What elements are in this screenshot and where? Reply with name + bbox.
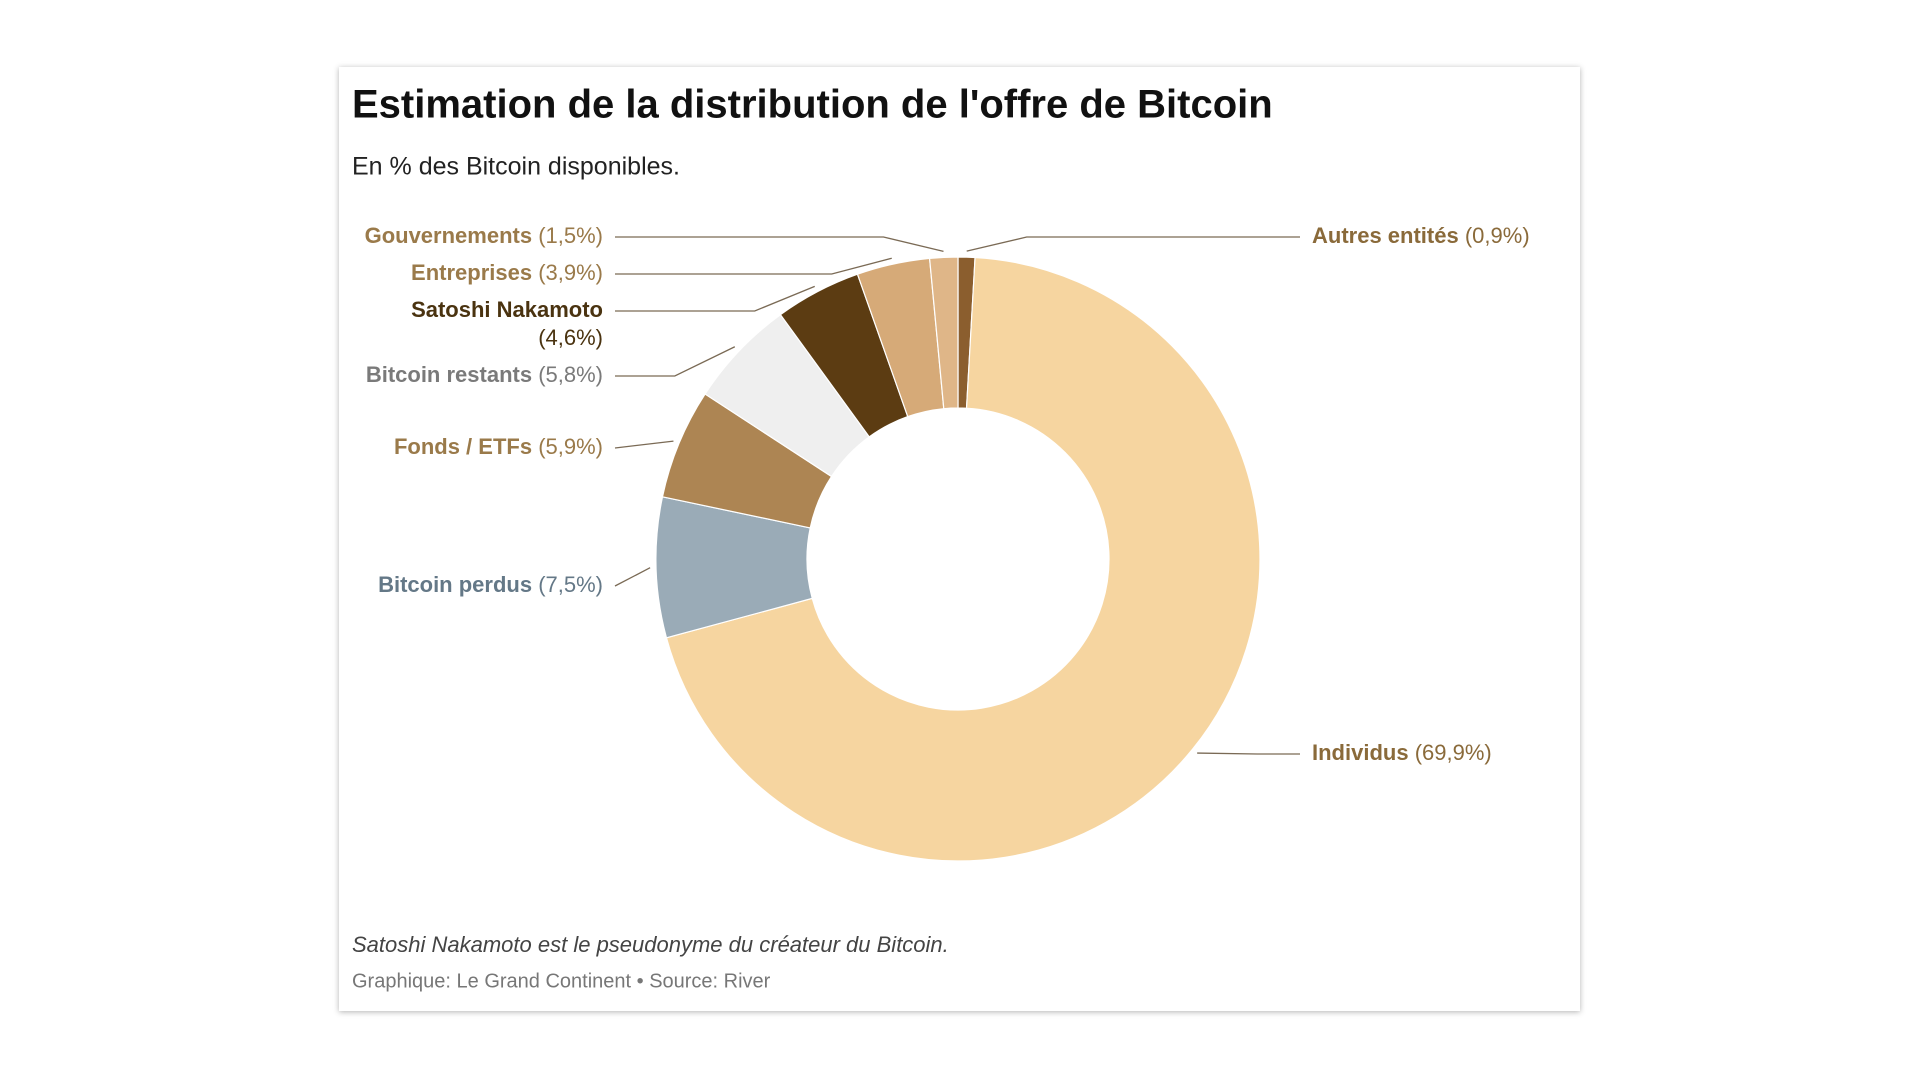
leader-line [966,236,1300,252]
slice-label: Gouvernements (1,5%) [365,223,603,248]
slice-label-name: Gouvernements [365,223,533,248]
slice-label: Autres entités (0,9%) [1312,223,1530,248]
donut-slice [665,256,1261,862]
slice-label-value: (0,9%) [1465,223,1530,248]
slice-label-name: Fonds / ETFs [394,434,532,459]
donut-slice [928,256,959,410]
card [339,67,1580,1011]
slice-label-value: (1,5%) [538,223,603,248]
slice-label-value: (5,8%) [538,362,603,387]
slice-label-value: (3,9%) [538,260,603,285]
leader-line [615,346,736,377]
slice-label-value: (69,9%) [1415,740,1492,765]
slice-label: Entreprises (3,9%) [411,260,603,285]
slice-label-value: (7,5%) [538,572,603,597]
slice-label-name: Autres entités [1312,223,1459,248]
slice-label-name: Individus [1312,740,1409,765]
leader-line [615,285,815,312]
slice-label-value: (5,9%) [538,434,603,459]
leader-line [615,257,892,275]
slice-label: Fonds / ETFs (5,9%) [394,434,603,459]
source: Graphique: Le Grand Continent • Source: … [352,970,771,992]
slice-label-name: Entreprises [411,260,532,285]
leader-line [1197,752,1300,755]
chart-subtitle: En % des Bitcoin disponibles. [352,153,680,181]
slice-label: Bitcoin restants (5,8%) [366,362,603,387]
slice-label-name: Bitcoin perdus [378,572,532,597]
leader-line [614,440,674,449]
slice-label-name: Bitcoin restants [366,362,532,387]
slice-label: Bitcoin perdus (7,5%) [378,572,603,597]
leader-line [614,567,651,587]
leader-line [615,236,944,252]
chart-title: Estimation de la distribution de l'offre… [352,83,1273,127]
slice-label-value: (4,6%) [538,325,603,350]
note: Satoshi Nakamoto est le pseudonyme du cr… [352,932,949,957]
slice-label-name: Satoshi Nakamoto [411,297,603,322]
slice-label: Individus (69,9%) [1312,740,1492,765]
